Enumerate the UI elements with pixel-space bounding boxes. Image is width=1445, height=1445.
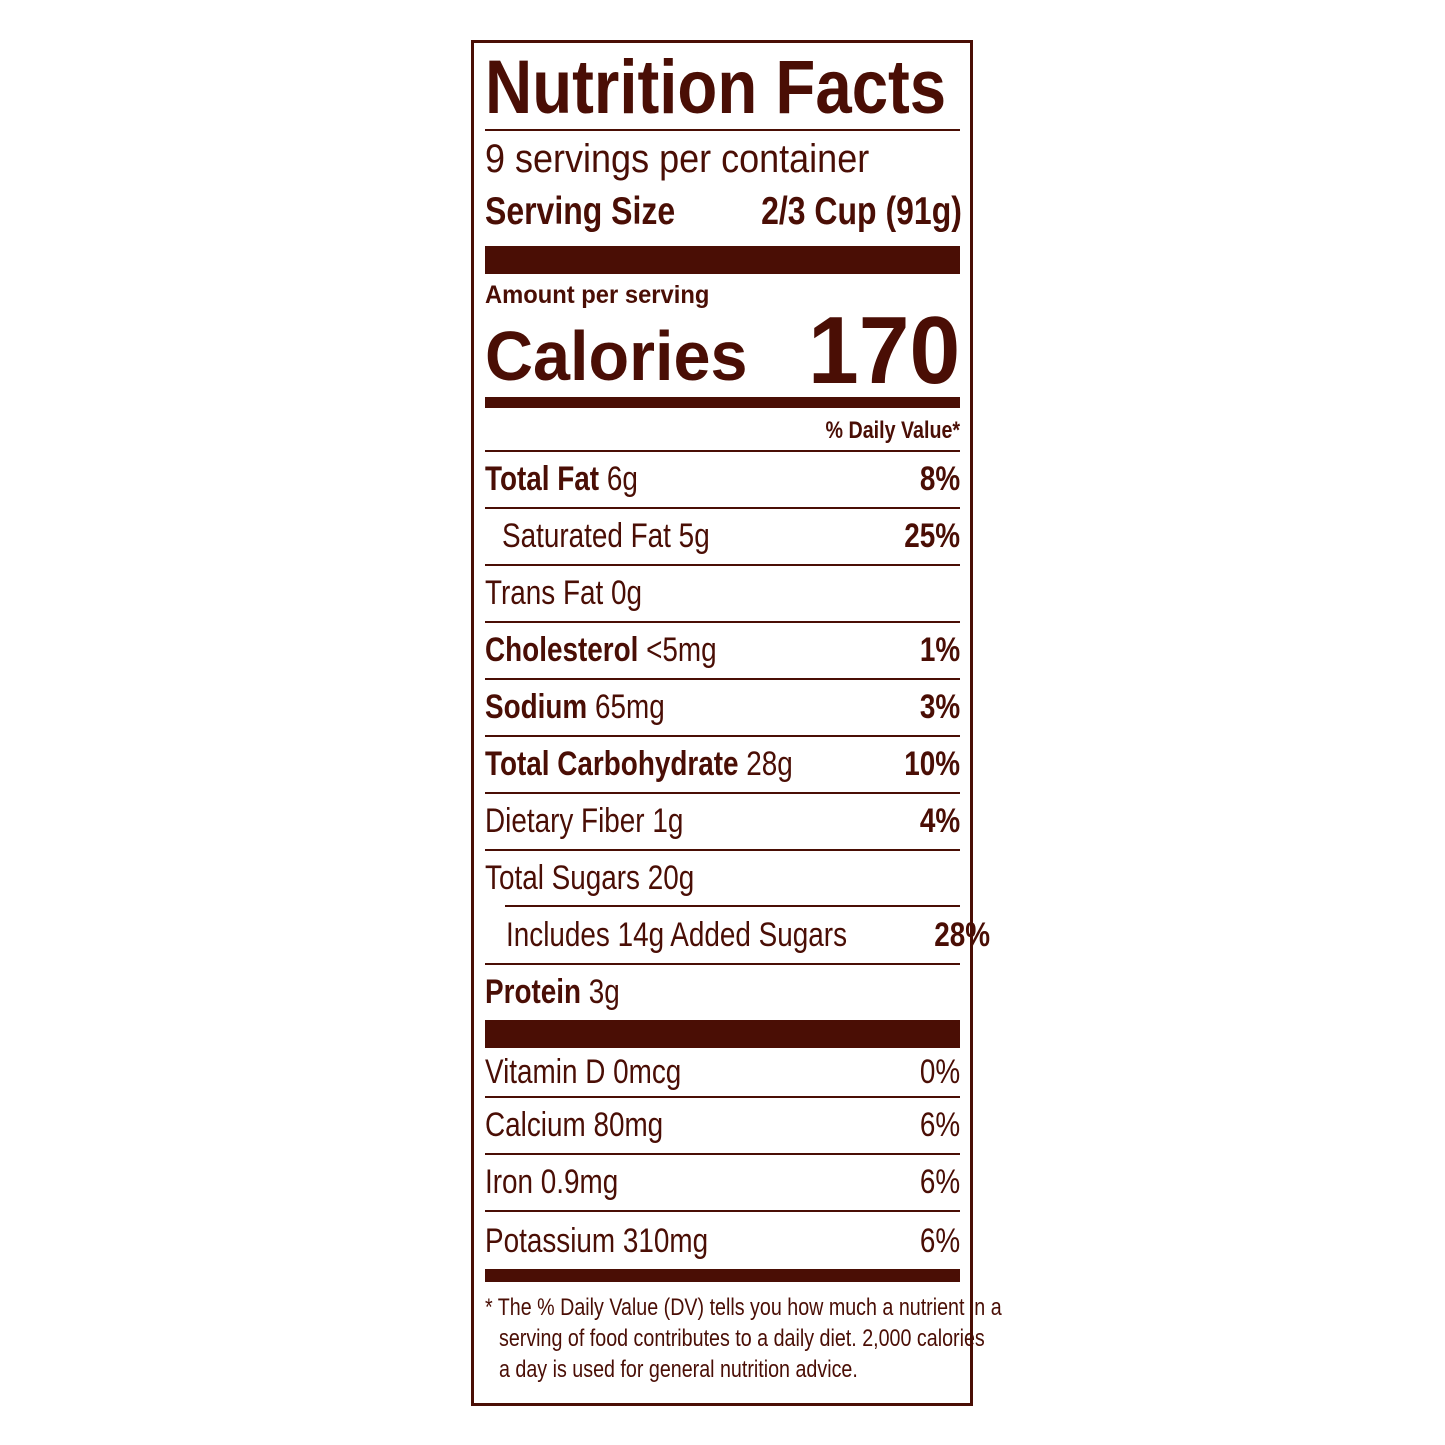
nutrient-dv: 8% xyxy=(919,460,960,498)
footnote-line: * The % Daily Value (DV) tells you how m… xyxy=(485,1294,1002,1321)
nutrient-amount: 5g xyxy=(678,517,710,555)
nutrient-dv: 25% xyxy=(904,517,960,555)
amount-text: Amount per serving xyxy=(485,281,710,309)
vitamin-row: Potassium 310mg 6% xyxy=(485,1214,960,1269)
nutrient-name: Trans Fat xyxy=(485,574,604,612)
nutrient-amount: 20g xyxy=(647,859,695,897)
vitamin-dv: 6% xyxy=(919,1222,960,1260)
vitamin-row: Vitamin D 0mcg 0% xyxy=(485,1048,960,1098)
vitamin-row: Calcium 80mg 6% xyxy=(485,1098,960,1155)
nutrient-name: Saturated Fat xyxy=(502,517,671,555)
nutrient-amount: <5mg xyxy=(646,631,717,669)
nutrient-dv: 28% xyxy=(934,916,990,954)
nutrient-row-added-sugars: Includes 14g Added Sugars 28% xyxy=(485,908,990,965)
vitamin-row: Iron 0.9mg 6% xyxy=(485,1155,960,1212)
nutrient-name: Includes 14g Added Sugars xyxy=(506,916,848,954)
nutrient-name: Sodium xyxy=(485,688,588,726)
nutrient-amount: 1g xyxy=(652,802,684,840)
label-title: Nutrition Facts xyxy=(485,46,960,130)
vitamin-text: Potassium 310mg xyxy=(485,1222,709,1260)
nutrient-row-total-sugars: Total Sugars 20g xyxy=(485,851,960,906)
footnote-line: a day is used for general nutrition advi… xyxy=(499,1356,858,1383)
nutrient-amount: 0g xyxy=(611,574,643,612)
nutrient-row-saturated-fat: Saturated Fat 5g 25% xyxy=(485,509,960,566)
nutrient-name: Dietary Fiber xyxy=(485,802,645,840)
nutrient-amount: 3g xyxy=(588,973,620,1011)
medium-divider xyxy=(485,397,960,408)
serving-size-value: 2/3 Cup (91g) xyxy=(761,190,962,233)
vitamin-text: Calcium 80mg xyxy=(485,1106,664,1144)
nutrient-name: Protein xyxy=(485,973,582,1011)
nutrient-row-dietary-fiber: Dietary Fiber 1g 4% xyxy=(485,794,960,851)
nutrient-name: Total Fat xyxy=(485,460,600,498)
nutrient-amount: 65mg xyxy=(594,688,665,726)
footnote-line: serving of food contributes to a daily d… xyxy=(499,1325,985,1352)
nutrient-row-trans-fat: Trans Fat 0g xyxy=(485,566,960,623)
nutrient-dv: 4% xyxy=(919,802,960,840)
nutrition-facts-panel xyxy=(471,40,973,1406)
nutrient-row-sodium: Sodium 65mg 3% xyxy=(485,680,960,737)
daily-value-header: % Daily Value* xyxy=(485,414,960,448)
nutrient-amount: 6g xyxy=(606,460,638,498)
serving-size: Serving Size 2/3 Cup (91g) xyxy=(485,190,962,234)
nutrient-dv: 1% xyxy=(919,631,960,669)
vitamin-dv: 0% xyxy=(919,1053,960,1091)
nutrient-dv: 10% xyxy=(904,745,960,783)
nutrient-amount: 28g xyxy=(746,745,793,783)
vitamin-dv: 6% xyxy=(919,1163,960,1201)
vitamin-text: Vitamin D 0mcg xyxy=(485,1053,682,1091)
thick-divider xyxy=(485,246,960,274)
calories-value: 170 xyxy=(807,297,960,404)
divider xyxy=(485,450,960,452)
servings-per-container: 9 servings per container xyxy=(485,134,960,184)
serving-size-label: Serving Size xyxy=(485,190,676,233)
vitamin-text: Iron 0.9mg xyxy=(485,1163,619,1201)
calories-label: Calories xyxy=(485,317,748,395)
footnote: * The % Daily Value (DV) tells you how m… xyxy=(485,1292,1002,1385)
thick-divider xyxy=(485,1020,960,1048)
nutrient-row-cholesterol: Cholesterol <5mg 1% xyxy=(485,623,960,680)
nutrient-row-total-fat: Total Fat 6g 8% xyxy=(485,452,960,509)
nutrient-row-protein: Protein 3g xyxy=(485,965,960,1020)
indented-divider xyxy=(505,905,960,907)
amount-per-serving: Amount per serving xyxy=(485,280,960,310)
title-text: Nutrition Facts xyxy=(485,45,947,130)
nutrient-name: Total Carbohydrate xyxy=(485,745,739,783)
servings-text: 9 servings per container xyxy=(485,137,870,181)
nutrient-dv: 3% xyxy=(919,688,960,726)
dv-header-text: % Daily Value* xyxy=(825,417,960,444)
nutrient-name: Cholesterol xyxy=(485,631,639,669)
vitamin-dv: 6% xyxy=(919,1106,960,1144)
nutrient-name: Total Sugars xyxy=(485,859,640,897)
calories-row: Calories 170 xyxy=(485,297,960,404)
divider xyxy=(485,129,960,131)
nutrient-row-total-carbohydrate: Total Carbohydrate 28g 10% xyxy=(485,737,960,794)
medium-divider xyxy=(485,1269,960,1282)
